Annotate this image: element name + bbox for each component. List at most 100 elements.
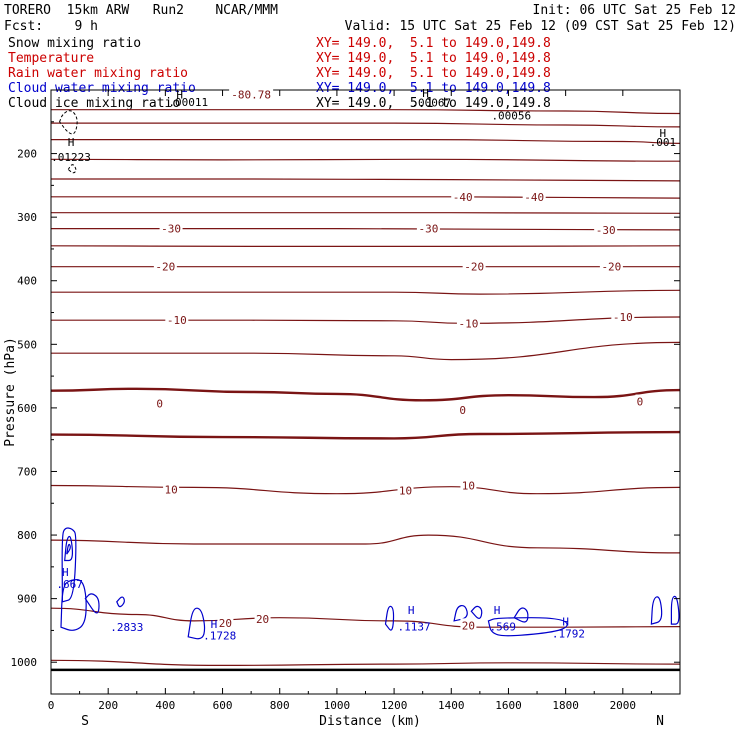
maximum-label: .667	[56, 578, 83, 591]
temperature-label: -10	[167, 314, 187, 327]
x-axis-label: Distance (km)	[319, 714, 421, 729]
temperature-contour	[50, 196, 681, 199]
temperature-label: -20	[464, 261, 484, 274]
temperature-label-bg	[451, 189, 475, 203]
temperature-label: -40	[453, 191, 473, 204]
axes-layer: 0 200 400 600 800 1000 1200 1400 1600 1800 2000200…	[11, 90, 680, 712]
header-init: Init: 06 UTC Sat 25 Feb 12	[532, 3, 737, 18]
x-tick-label: 600	[213, 699, 233, 712]
temperature-contour	[50, 607, 681, 628]
temperature-label: 10	[462, 479, 475, 492]
header-fcst: Fcst: 9 h	[4, 19, 98, 34]
temperature-label: -10	[613, 311, 633, 324]
temperature-label-bg	[635, 394, 645, 408]
temperature-contour	[50, 659, 681, 667]
snow-contour	[67, 164, 77, 174]
temperature-label-bg	[416, 221, 440, 235]
temperature-contour	[50, 430, 681, 440]
cloud-water-contour	[453, 604, 468, 622]
maximum-label: .001	[650, 136, 677, 149]
x-tick-label: 1400	[438, 699, 465, 712]
cloud-water-contour	[513, 607, 529, 623]
temperature-contour	[50, 316, 681, 324]
temperature-label: 0	[637, 396, 644, 409]
temperature-label-bg	[165, 313, 189, 327]
temperature-label-bg	[599, 259, 623, 273]
y-tick-label: 500	[17, 338, 37, 351]
temperature-label: -30	[596, 224, 616, 237]
maximum-label: .01223	[51, 151, 91, 164]
cloud-water-contour	[60, 578, 87, 631]
temperature-contour	[50, 387, 681, 402]
temperature-contour	[50, 534, 681, 554]
temperature-label-bg	[460, 478, 477, 492]
x-tick-label: 1800	[552, 699, 579, 712]
temperature-contour	[51, 138, 681, 144]
temperature-contour	[50, 158, 681, 162]
cloud-water-contour	[384, 605, 395, 631]
y-tick-label: 200	[17, 148, 37, 161]
x-tick-label: 0	[48, 699, 55, 712]
cloud-water-contour	[64, 535, 74, 562]
temperature-label: -20	[601, 261, 621, 274]
temperature-contour	[51, 212, 681, 214]
temperature-label: 20	[256, 613, 269, 626]
temperature-label: -80.78	[231, 88, 271, 101]
maximum-label: H	[422, 87, 429, 100]
temperature-contour	[50, 245, 681, 248]
x-tick-label: 1600	[495, 699, 522, 712]
temperature-label-bg	[522, 189, 546, 203]
temperature-label-bg	[254, 611, 271, 625]
temperature-label: 20	[219, 617, 232, 630]
maximum-label: .00011	[168, 96, 208, 109]
x-tick-label: 400	[155, 699, 175, 712]
maximum-label: H	[62, 566, 69, 579]
x-tick-label: 2000	[610, 699, 637, 712]
header-valid: Valid: 15 UTC Sat 25 Feb 12 (09 CST Sat …	[344, 19, 736, 34]
y-tick-label: 700	[17, 465, 37, 478]
temperature-label: 0	[459, 404, 466, 417]
legend-snow-range: XY= 149.0, 5.1 to 149.0,149.8	[316, 36, 551, 51]
legend-snow: Snow mixing ratio	[8, 36, 142, 51]
legend-rain-range: XY= 149.0, 5.1 to 149.0,149.8	[316, 66, 551, 81]
snow-contour	[59, 110, 78, 135]
temperature-label-bg	[153, 259, 177, 273]
maximum-label: H	[176, 88, 183, 101]
maximum-label: H	[562, 616, 569, 629]
legend-cloud-water: Cloud water mixing ratio	[8, 81, 196, 96]
maximum-label: .1792	[552, 628, 585, 641]
maximum-label: .1137	[398, 621, 431, 634]
temperature-label-bg	[460, 618, 477, 632]
cloud-water-contour	[487, 617, 568, 637]
cloud-water-contour	[84, 593, 100, 614]
temperature-contour	[50, 484, 681, 495]
cloud-water-contour	[61, 527, 77, 603]
temperature-label: 10	[164, 483, 177, 496]
x-tick-label: 1200	[381, 699, 408, 712]
maximum-label: .2833	[110, 621, 143, 634]
y-tick-label: 1000	[11, 656, 38, 669]
temperature-contour	[51, 178, 681, 182]
temperature-contour	[50, 341, 681, 361]
temperature-label-bg	[397, 483, 414, 497]
legend-cloud-ice: Cloud ice mixing ratio	[8, 96, 181, 111]
legend-rain: Rain water mixing ratio	[8, 66, 189, 81]
header-model: TORERO 15km ARW Run2 NCAR/MMM	[4, 3, 278, 18]
temperature-label-bg	[217, 615, 234, 629]
temperature-label: 10	[399, 485, 412, 498]
temperature-label: -10	[458, 317, 478, 330]
temperature-label: -20	[155, 261, 175, 274]
legend-cloud-water-range: XY= 149.0, 5.1 to 149.0,149.8	[316, 81, 551, 96]
cloud-water-contour	[650, 596, 663, 625]
temperature-label-bg	[229, 87, 274, 101]
cloud-water-contour	[670, 595, 680, 625]
temperature-label-bg	[163, 482, 180, 496]
maximum-label: H	[68, 136, 75, 149]
temperature-label: 0	[156, 397, 163, 410]
north-label: N	[656, 714, 664, 729]
x-tick-label: 200	[98, 699, 118, 712]
temperature-label: -40	[524, 191, 544, 204]
cloud-water-contour	[116, 596, 125, 608]
temperature-label-bg	[456, 316, 480, 330]
